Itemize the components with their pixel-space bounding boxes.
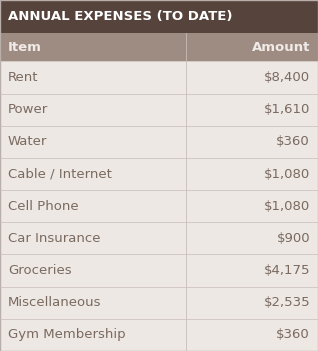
Text: Power: Power [8, 103, 48, 116]
Text: $1,080: $1,080 [264, 200, 310, 213]
Text: Groceries: Groceries [8, 264, 72, 277]
Text: $1,610: $1,610 [264, 103, 310, 116]
Text: Water: Water [8, 135, 47, 148]
Text: $1,080: $1,080 [264, 167, 310, 180]
FancyBboxPatch shape [0, 0, 318, 33]
FancyBboxPatch shape [0, 158, 318, 190]
Text: Car Insurance: Car Insurance [8, 232, 100, 245]
Text: $2,535: $2,535 [263, 296, 310, 309]
Text: $360: $360 [276, 135, 310, 148]
Text: $360: $360 [276, 329, 310, 342]
Text: $8,400: $8,400 [264, 71, 310, 84]
Text: Rent: Rent [8, 71, 38, 84]
FancyBboxPatch shape [0, 287, 318, 319]
FancyBboxPatch shape [0, 222, 318, 254]
FancyBboxPatch shape [0, 94, 318, 126]
FancyBboxPatch shape [0, 319, 318, 351]
Text: $4,175: $4,175 [264, 264, 310, 277]
FancyBboxPatch shape [0, 254, 318, 287]
Text: ANNUAL EXPENSES (TO DATE): ANNUAL EXPENSES (TO DATE) [8, 10, 232, 23]
Text: $900: $900 [276, 232, 310, 245]
FancyBboxPatch shape [0, 190, 318, 222]
FancyBboxPatch shape [0, 33, 318, 61]
Text: Amount: Amount [252, 40, 310, 54]
FancyBboxPatch shape [0, 126, 318, 158]
Text: Cable / Internet: Cable / Internet [8, 167, 112, 180]
FancyBboxPatch shape [0, 61, 318, 94]
Text: Cell Phone: Cell Phone [8, 200, 79, 213]
Text: Item: Item [8, 40, 42, 54]
Text: Miscellaneous: Miscellaneous [8, 296, 101, 309]
Text: Gym Membership: Gym Membership [8, 329, 126, 342]
